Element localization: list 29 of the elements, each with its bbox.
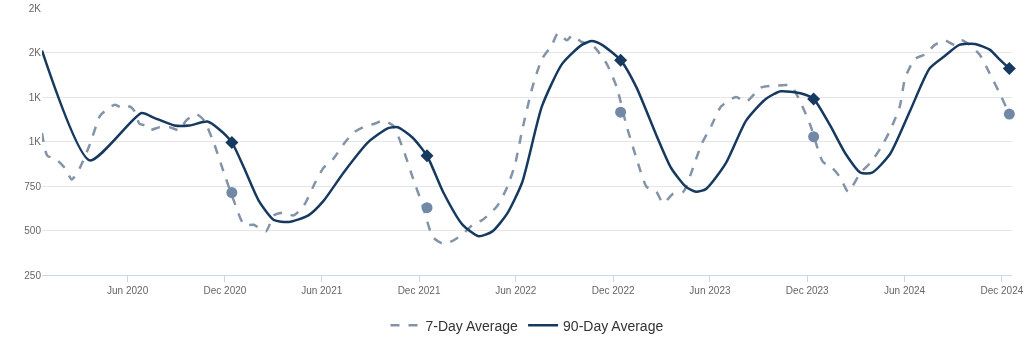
point — [614, 53, 628, 67]
x-tick-label: Dec 2023 — [785, 285, 830, 296]
y-tick-label: 500 — [24, 225, 42, 236]
point — [615, 106, 627, 118]
point — [226, 187, 238, 199]
legend-label: 90-Day Average — [563, 317, 664, 334]
x-tick-label: Dec 2024 — [980, 285, 1024, 296]
legend-label: 7-Day Average — [425, 317, 519, 334]
x-tick-label: Dec 2020 — [203, 285, 247, 296]
x-tick-label: Jun 2020 — [107, 285, 149, 296]
x-tick-label: Jun 2024 — [884, 285, 926, 296]
point — [1002, 62, 1016, 76]
point — [808, 131, 820, 143]
y-tick-label: 250 — [24, 269, 42, 281]
point — [421, 202, 433, 214]
y-tick-label: 2K — [28, 2, 42, 14]
point — [1003, 108, 1015, 120]
x-tick-label: Dec 2022 — [591, 285, 635, 296]
y-tick-label: 750 — [24, 180, 42, 192]
x-tick-label: Jun 2021 — [301, 285, 343, 296]
y-tick-label: 1K — [28, 91, 42, 103]
x-tick-label: Dec 2021 — [397, 285, 441, 296]
point — [225, 135, 239, 149]
point — [420, 149, 434, 163]
point — [807, 92, 821, 106]
x-tick-label: Jun 2023 — [689, 285, 731, 296]
y-tick-label: 1K — [28, 136, 42, 147]
x-tick-label: Jun 2022 — [495, 285, 537, 296]
y-tick-label: 2K — [28, 47, 42, 58]
